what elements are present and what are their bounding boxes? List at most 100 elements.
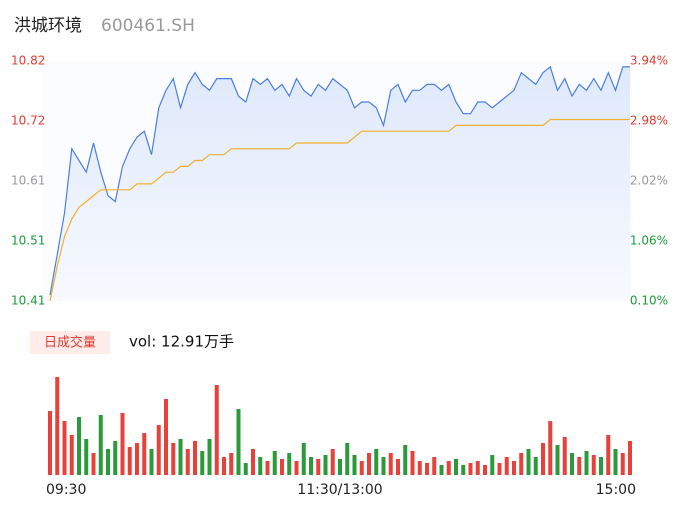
volume-bar: [55, 377, 60, 475]
volume-bar: [425, 463, 429, 475]
volume-bar: [316, 459, 321, 475]
volume-bar: [620, 453, 625, 475]
y-tick-label: 10.82: [11, 54, 45, 68]
stock-code: 600461.SH: [101, 16, 195, 36]
volume-bar: [475, 461, 480, 475]
volume-bar: [62, 421, 67, 475]
volume-bar: [84, 439, 89, 475]
volume-bar: [628, 441, 632, 475]
volume-bar: [606, 435, 611, 475]
y2-tick-label: 3.94%: [630, 54, 668, 68]
volume-bar: [367, 453, 371, 475]
volume-bar: [251, 449, 255, 475]
volume-bar: [69, 435, 74, 475]
volume-bar: [142, 433, 147, 475]
volume-bar: [156, 425, 161, 475]
volume-badge: [30, 331, 110, 354]
volume-bar: [497, 463, 502, 475]
volume-bar: [222, 457, 226, 475]
volume-bar: [214, 385, 219, 475]
volume-bar: [410, 451, 415, 475]
volume-bar: [185, 449, 190, 475]
volume-bar: [374, 449, 379, 475]
series-line: [49, 65, 630, 296]
y2-tick-label: 1.06%: [630, 234, 668, 248]
x-tick-label: 15:00: [596, 482, 636, 498]
volume-bar: [330, 449, 335, 475]
volume-bar: [309, 457, 313, 475]
volume-bar: [454, 459, 458, 475]
volume-bar: [345, 443, 350, 475]
volume-bar: [548, 421, 553, 475]
volume-label: 日成交量: [44, 335, 96, 351]
volume-bar: [468, 463, 473, 475]
volume-bar: [403, 445, 408, 475]
y2-tick-label: 2.98%: [630, 114, 668, 128]
volume-bar: [207, 439, 212, 475]
volume-bar: [381, 457, 386, 475]
volume-total: vol: 12.91万手: [129, 333, 234, 351]
volume-bar: [323, 455, 328, 475]
volume-bar: [446, 461, 451, 475]
series-line: [49, 118, 630, 302]
volume-bar: [504, 457, 509, 475]
volume-bar: [193, 441, 197, 475]
volume-bar: [120, 413, 125, 475]
volume-bar: [135, 443, 139, 475]
volume-bar: [200, 451, 205, 475]
volume-bar: [417, 461, 422, 475]
volume-bar: [272, 451, 277, 475]
y-tick-label: 10.51: [11, 234, 45, 248]
y-tick-label: 10.61: [11, 174, 45, 188]
volume-bar: [483, 465, 487, 475]
volume-bar: [526, 449, 531, 475]
volume-bar: [541, 443, 545, 475]
volume-bar: [98, 415, 103, 475]
volume-bar: [258, 457, 263, 475]
stock-name: 洪城环境: [14, 16, 82, 36]
volume-bar: [439, 465, 444, 475]
volume-bar: [243, 463, 248, 475]
volume-bar: [77, 417, 81, 475]
volume-bar: [301, 443, 306, 475]
volume-bar: [149, 449, 154, 475]
volume-bar: [91, 453, 96, 475]
volume-bar: [359, 461, 364, 475]
volume-bar: [338, 459, 342, 475]
volume-bar: [280, 459, 284, 475]
y-tick-label: 10.41: [11, 294, 45, 308]
x-tick-label: 09:30: [46, 482, 86, 498]
volume-bar: [48, 411, 52, 475]
volume-bar: [113, 441, 118, 475]
volume-bar: [461, 465, 466, 475]
volume-bar: [599, 457, 603, 475]
y2-tick-label: 2.02%: [630, 174, 668, 188]
volume-bar: [562, 437, 567, 475]
volume-bar: [178, 439, 183, 475]
volume-bar: [519, 453, 524, 475]
volume-bar: [577, 457, 582, 475]
volume-bar: [570, 453, 574, 475]
volume-bar: [265, 461, 270, 475]
volume-bar: [229, 453, 234, 475]
volume-bar: [236, 409, 241, 475]
volume-bar: [352, 455, 357, 475]
volume-bar: [555, 445, 560, 475]
volume-bar: [584, 451, 589, 475]
volume-bar: [613, 449, 618, 475]
volume-bar: [171, 443, 176, 475]
volume-bar: [533, 457, 538, 475]
volume-bar: [490, 455, 495, 475]
volume-bar: [396, 459, 400, 475]
volume-bar: [591, 455, 596, 475]
y-tick-label: 10.72: [11, 114, 45, 128]
volume-bar: [164, 399, 168, 475]
volume-bar: [512, 461, 516, 475]
volume-bar: [388, 453, 393, 475]
volume-bar: [287, 453, 292, 475]
volume-bar: [127, 447, 132, 475]
y2-tick-label: 0.10%: [630, 294, 668, 308]
volume-bar: [294, 461, 299, 475]
x-tick-label: 11:30/13:00: [297, 482, 382, 498]
